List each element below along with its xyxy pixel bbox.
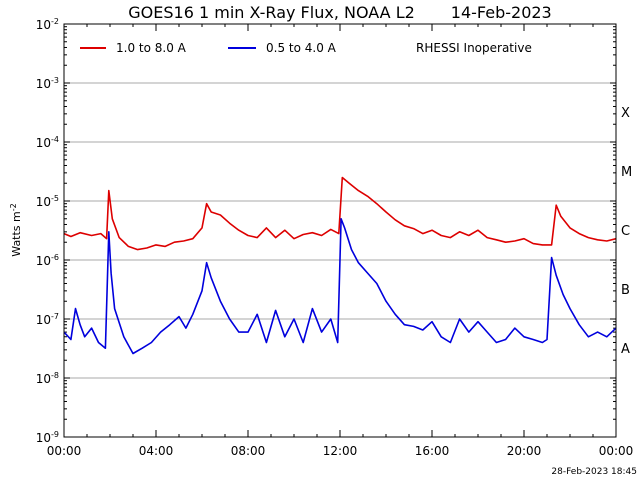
- rhessi-note: RHESSI Inoperative: [416, 41, 532, 55]
- y-tick-base: 10: [36, 18, 51, 32]
- y-axis-ticks: 10-910-810-710-610-510-410-310-2: [36, 17, 616, 445]
- y-axis-label-base: Watts m: [10, 211, 23, 256]
- x-tick-label: 04:00: [139, 444, 174, 458]
- x-tick-label: 12:00: [323, 444, 358, 458]
- y-tick-base: 10: [36, 431, 51, 445]
- x-tick-label: 20:00: [507, 444, 542, 458]
- y-tick-base: 10: [36, 195, 51, 209]
- chart-date: 14-Feb-2023: [451, 3, 552, 22]
- y-tick-base: 10: [36, 372, 51, 386]
- y-tick-exp: -3: [51, 76, 59, 85]
- y-tick-base: 10: [36, 254, 51, 268]
- y-axis-label: Watts m-2: [9, 203, 23, 256]
- y-tick-label: 10-2: [36, 17, 59, 32]
- legend-label-short: 0.5 to 4.0 A: [266, 41, 337, 55]
- timestamp: 28-Feb-2023 18:45: [551, 467, 637, 477]
- flare-class-label: X: [621, 106, 630, 121]
- chart-title-text: GOES16 1 min X-Ray Flux, NOAA L2: [128, 3, 415, 22]
- y-tick-label: 10-6: [36, 253, 59, 268]
- y-tick-label: 10-3: [36, 76, 59, 91]
- y-tick-base: 10: [36, 313, 51, 327]
- series-lines: [63, 176, 617, 355]
- legend: 1.0 to 8.0 A 0.5 to 4.0 A RHESSI Inopera…: [80, 41, 532, 55]
- flare-class-label: A: [621, 342, 630, 357]
- y-tick-label: 10-8: [36, 371, 59, 386]
- x-tick-label: 08:00: [231, 444, 266, 458]
- x-tick-label: 16:00: [415, 444, 450, 458]
- flare-class-label: C: [621, 224, 630, 239]
- flare-class-label: M: [621, 165, 632, 180]
- y-tick-exp: -8: [51, 371, 59, 380]
- y-axis-label-exp: -2: [9, 203, 18, 211]
- y-tick-label: 10-5: [36, 194, 59, 209]
- y-tick-label: 10-4: [36, 135, 59, 150]
- y-tick-exp: -2: [51, 17, 59, 26]
- y-tick-exp: -5: [51, 194, 59, 203]
- series-line-long: [63, 176, 617, 251]
- y-tick-exp: -4: [51, 135, 59, 144]
- y-tick-exp: -7: [51, 312, 59, 321]
- flare-class-label: B: [621, 283, 630, 298]
- y-tick-base: 10: [36, 77, 51, 91]
- chart-title: GOES16 1 min X-Ray Flux, NOAA L2 14-Feb-2…: [128, 3, 551, 22]
- plot-frame: [63, 23, 617, 438]
- y-tick-exp: -9: [51, 430, 59, 439]
- y-tick-exp: -6: [51, 253, 59, 262]
- y-tick-label: 10-7: [36, 312, 59, 327]
- legend-label-long: 1.0 to 8.0 A: [116, 41, 187, 55]
- y-tick-label: 10-9: [36, 430, 59, 445]
- x-tick-label: 00:00: [47, 444, 82, 458]
- flare-class-labels: A B C M X: [621, 106, 632, 357]
- series-line-short: [63, 218, 617, 355]
- y-tick-base: 10: [36, 136, 51, 150]
- x-tick-label: 00:00: [599, 444, 634, 458]
